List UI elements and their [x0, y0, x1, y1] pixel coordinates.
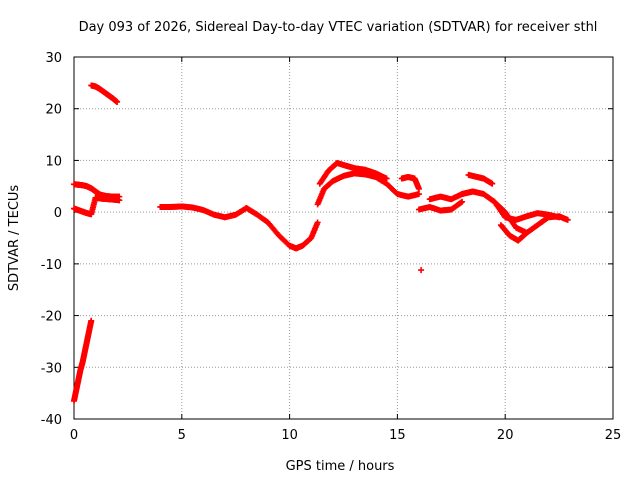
series-arc-18-upper	[465, 171, 496, 187]
y-tick-label: -20	[41, 310, 62, 325]
series-arc-main-2	[314, 170, 422, 208]
y-tick-label: 10	[45, 154, 62, 169]
series-arc-main-2-upper	[316, 160, 390, 187]
y-tick-label: 0	[54, 206, 62, 221]
plot-frame	[73, 56, 614, 420]
x-tick-label: 0	[70, 428, 78, 443]
x-tick-label: 10	[281, 428, 298, 443]
series-arc-18	[459, 188, 571, 236]
y-tick-label: -10	[41, 258, 62, 273]
x-tick-label: 25	[605, 428, 622, 443]
y-tick-label: 20	[45, 103, 62, 118]
y-tick-label: -30	[41, 361, 62, 376]
data-point	[116, 197, 123, 204]
data-point	[383, 175, 390, 182]
y-axis-label: SDTVAR / TECUs	[7, 185, 22, 292]
data-point	[556, 214, 563, 221]
x-axis-label: GPS time / hours	[286, 459, 395, 474]
series-outlier	[418, 267, 425, 274]
data-point	[564, 216, 571, 223]
data-points	[71, 82, 571, 404]
data-point	[459, 198, 466, 205]
y-tick-label: 30	[45, 51, 62, 66]
chart-ticks: 0 5 10 15 20 25 -40 -30 -20 -10 0 10 20 30	[41, 51, 622, 443]
x-tick-label: 20	[497, 428, 514, 443]
x-tick-label: 15	[389, 428, 406, 443]
y-tick-label: -40	[41, 413, 62, 428]
data-point	[88, 317, 95, 324]
data-point	[523, 229, 530, 236]
series-arc-20	[491, 198, 563, 223]
series-arc-main-1	[157, 203, 321, 252]
series-arc-descending-upper	[88, 82, 121, 105]
data-point	[415, 191, 422, 198]
data-point	[114, 98, 121, 105]
series-arc-steep-low	[71, 317, 95, 404]
data-point	[418, 267, 425, 274]
series-arc-20-lower	[497, 222, 530, 244]
data-point	[415, 185, 422, 192]
data-point	[489, 180, 496, 187]
x-tick-label: 5	[178, 428, 186, 443]
chart-grid	[74, 57, 613, 419]
series-arc-early-bottom	[71, 194, 123, 218]
series-arc-16	[415, 198, 466, 214]
data-point	[314, 219, 321, 226]
chart-title: Day 093 of 2026, Sidereal Day-to-day VTE…	[79, 20, 598, 35]
series-arc-short-15	[398, 173, 422, 192]
